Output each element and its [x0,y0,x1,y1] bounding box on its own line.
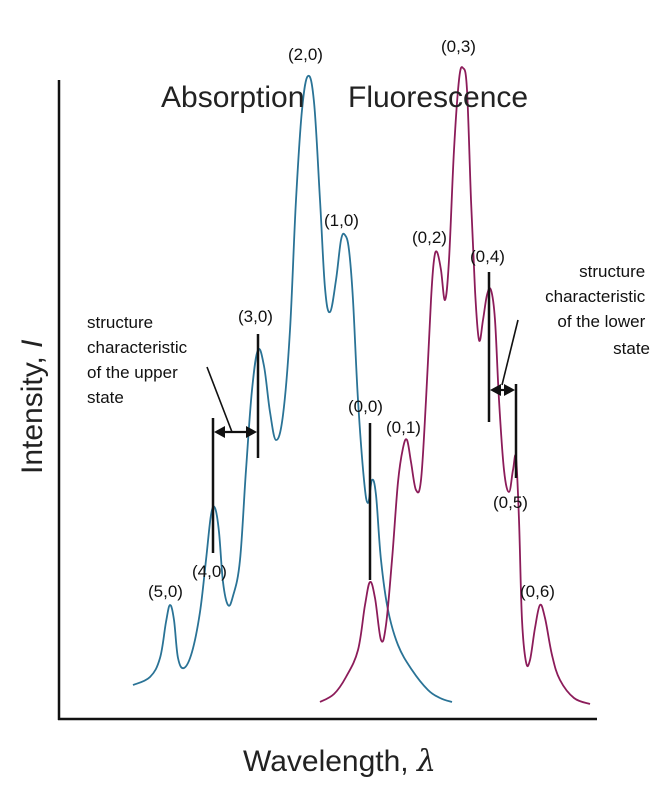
peak-label-2-0: (2,0) [288,45,323,64]
peak-label-0-5: (0,5) [493,493,528,512]
y-axis-title-text: Intensity, [16,348,49,474]
upper-annotation-line: characteristic [87,338,188,357]
peak-label-0-2: (0,2) [412,228,447,247]
y-axis-title: Intensity, I [16,339,49,474]
x-axis-title-symbol: λ [416,744,436,779]
peak-label-4-0: (4,0) [192,562,227,581]
peak-label-0-0: (0,0) [348,397,383,416]
absorption-curve [132,74,453,703]
lower-annotation-line: state [613,339,650,358]
fluorescence-curve [319,66,591,705]
upper-state-annotation: structure characteristic of the upper st… [87,313,192,407]
peak-label-0-4: (0,4) [470,247,505,266]
y-axis-title-symbol: I [16,339,49,347]
upper-spacing-arrow [214,426,257,438]
upper-annotation-line: of the upper [87,363,178,382]
peak-label-1-0: (1,0) [324,211,359,230]
lower-annotation-pointer [501,319,519,386]
peak-label-3-0: (3,0) [238,307,273,326]
peak-label-0-3: (0,3) [441,37,476,56]
x-axis-title-text: Wavelength, [243,745,417,778]
upper-annotation-pointer [206,366,233,433]
peak-label-5-0: (5,0) [148,582,183,601]
fluorescence-title: Fluorescence [348,81,528,114]
upper-annotation-line: structure [87,313,153,332]
absorption-title: Absorption [161,81,304,114]
lower-annotation-line: of the lower [557,312,645,331]
lower-spacing-arrow [490,384,515,396]
peak-label-0-1: (0,1) [386,418,421,437]
x-axis-title: Wavelength, λ [243,744,436,779]
peak-label-0-6: (0,6) [520,582,555,601]
upper-annotation-line: state [87,388,124,407]
lower-annotation-line: characteristic [545,287,646,306]
lower-annotation-line: structure [579,262,645,281]
lower-state-annotation: structure characteristic of the lower st… [545,262,650,358]
